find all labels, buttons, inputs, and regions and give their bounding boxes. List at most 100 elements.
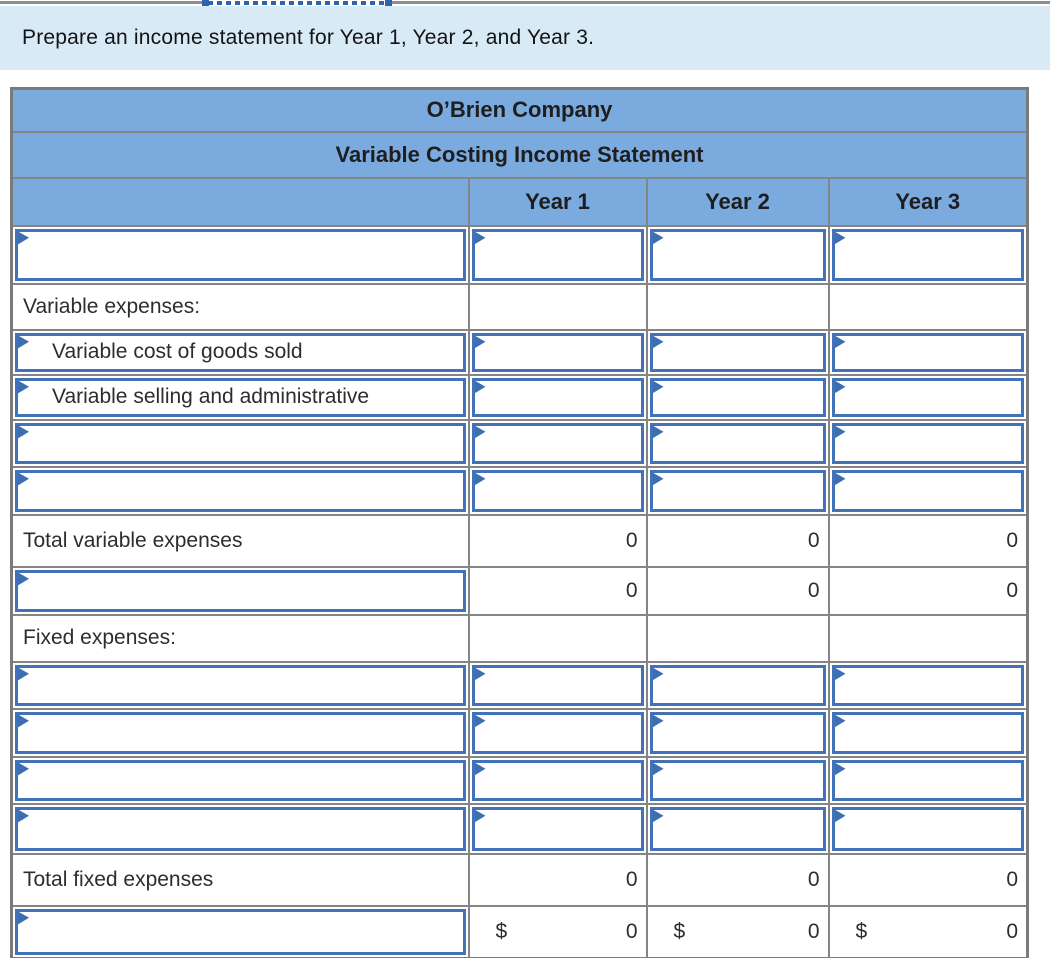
label-dropdown-cell [10,465,470,516]
table-row-variable-cogs: Variable cost of goods sold [10,328,1029,376]
amount-cell-year2 [645,224,830,285]
amount-input[interactable] [831,759,1024,801]
currency-symbol: $ [855,919,868,943]
amount-input[interactable] [649,422,826,464]
cell-flag-icon [652,762,664,776]
label-dropdown-input[interactable] [15,806,466,851]
cell-flag-icon [834,667,846,681]
amount-input[interactable] [649,469,826,512]
table-row-fixed-blank-1 [10,660,1029,710]
amount-input[interactable] [471,332,644,372]
amount-cell-year1 [467,802,648,855]
blank-cell [645,282,830,331]
label-dropdown-cell [10,802,470,855]
label-dropdown-cell: Variable selling and administrative [10,373,470,421]
prompt-banner: Prepare an income statement for Year 1, … [0,6,1050,70]
col-header-year-2: Year 2 [645,176,830,227]
amount-input[interactable] [831,332,1024,372]
label-dropdown-input[interactable] [15,711,466,754]
amount-cell-year3 [827,707,1029,758]
label-dropdown-input[interactable] [15,908,466,955]
amount-input[interactable] [831,711,1024,754]
table-row-total-variable-expenses: Total variable expenses 0 0 0 [10,513,1029,568]
label-dropdown-input[interactable] [15,422,466,464]
amount-input[interactable] [649,332,826,372]
label-dropdown-cell [10,755,470,805]
amount-input[interactable] [471,469,644,512]
amount-input[interactable] [471,228,644,281]
amount-cell-year2 [645,802,830,855]
label-dropdown-input[interactable] [15,759,466,801]
table-row-fixed-blank-3 [10,755,1029,805]
row-label: Total fixed expenses [10,852,470,907]
total-value-year3: 0 [827,513,1029,568]
cell-flag-icon [18,809,29,823]
amount-input[interactable] [471,422,644,464]
amount-input[interactable] [649,711,826,754]
amount-input[interactable] [831,469,1024,512]
col-header-year-1: Year 1 [467,176,648,227]
cell-flag-icon [474,472,486,486]
amount-input[interactable] [471,711,644,754]
cell-flag-icon [18,472,29,486]
amount-cell-year2 [645,418,830,468]
amount-input[interactable] [831,664,1024,706]
table-row-net-operating-income: $ 0 $ 0 $ 0 [10,904,1029,958]
label-dropdown-input[interactable] [15,228,466,281]
amount-cell-year2 [645,465,830,516]
amount-input[interactable] [649,759,826,801]
cell-flag-icon [652,472,664,486]
amount-input[interactable] [649,377,826,417]
amount-input[interactable] [831,228,1024,281]
cell-value: 0 [807,919,820,943]
cell-flag-icon [834,809,846,823]
dollar-value-year2: $ 0 [645,904,830,958]
amount-input[interactable] [471,806,644,851]
label-dropdown-input[interactable] [15,469,466,512]
amount-input[interactable] [649,228,826,281]
table-row-total-fixed-expenses: Total fixed expenses 0 0 0 [10,852,1029,907]
cell-flag-icon [834,231,846,245]
amount-input[interactable] [831,377,1024,417]
table-row-company-title: O’Brien Company [10,87,1029,133]
cell-flag-icon [18,231,29,245]
dollar-value-year1: $ 0 [467,904,648,958]
selection-handle-icon [202,0,209,6]
label-dropdown-input[interactable]: Variable cost of goods sold [15,332,466,372]
dashed-line [208,1,386,5]
label-dropdown-input[interactable] [15,569,466,612]
label-dropdown-cell [10,707,470,758]
amount-cell-year2 [645,755,830,805]
table-row-column-headers: Year 1 Year 2 Year 3 [10,176,1029,227]
amount-input[interactable] [471,759,644,801]
label-dropdown-input[interactable]: Variable selling and administrative [15,377,466,417]
cell-flag-icon [18,762,29,776]
amount-cell-year2 [645,707,830,758]
table-row-fixed-blank-4 [10,802,1029,855]
amount-cell-year2 [645,660,830,710]
statement-company-title: O’Brien Company [10,87,1029,133]
cell-flag-icon [652,714,664,728]
amount-cell-year1 [467,328,648,376]
row-label: Variable expenses: [10,282,470,331]
table-row-variable-sga: Variable selling and administrative [10,373,1029,421]
amount-input[interactable] [831,806,1024,851]
label-dropdown-input[interactable] [15,664,466,706]
amount-input[interactable] [649,664,826,706]
currency-symbol: $ [673,919,686,943]
amount-cell-year1 [467,465,648,516]
cell-flag-icon [652,335,664,349]
amount-input[interactable] [471,664,644,706]
amount-input[interactable] [831,422,1024,464]
cell-flag-icon [474,231,486,245]
cell-flag-icon [474,714,486,728]
amount-input[interactable] [471,377,644,417]
table-row-variable-expenses-header: Variable expenses: [10,282,1029,331]
amount-input[interactable] [649,806,826,851]
total-value-year1: 0 [467,513,648,568]
amount-cell-year3 [827,465,1029,516]
amount-cell-year1 [467,224,648,285]
cell-flag-icon [652,809,664,823]
label-dropdown-cell [10,565,470,616]
